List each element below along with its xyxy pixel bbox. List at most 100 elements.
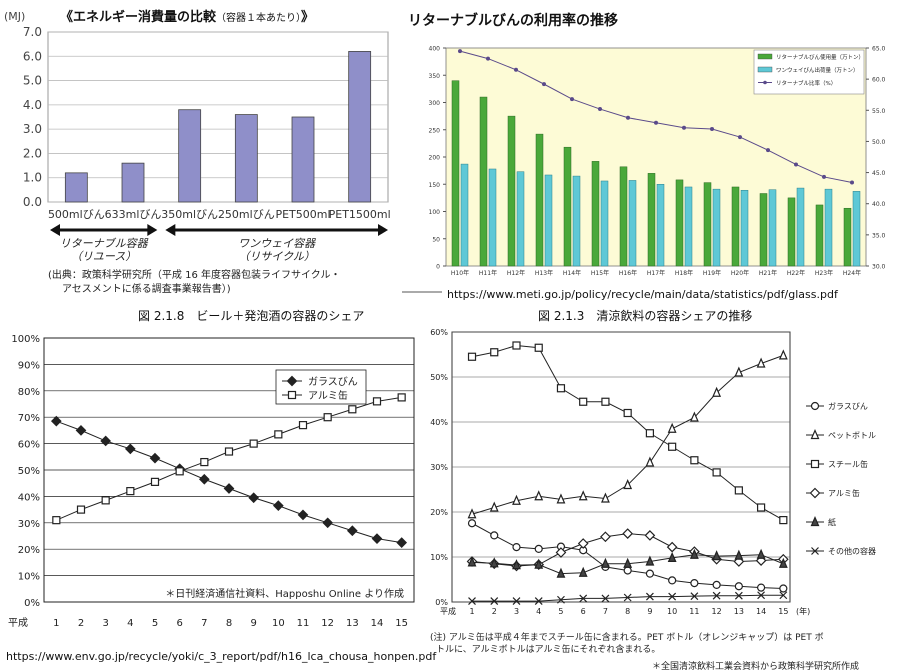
beer-series-point (346, 525, 358, 537)
oneway-shipment-bar (768, 189, 777, 267)
beer-xtick-label: 13 (346, 618, 359, 629)
returnable-ytick-label: 250 (429, 127, 441, 134)
returnable-usage-bar (787, 197, 796, 267)
energy-group-sublabel: （リユース） (71, 250, 136, 263)
beer-ytick-label: 70% (18, 413, 40, 424)
soft-series-point (468, 597, 476, 606)
energy-bar (291, 116, 315, 203)
soft-series-point (779, 584, 788, 593)
soft-series-point (779, 516, 788, 525)
beer-series-point (224, 447, 234, 456)
returnable-y2tick-label: 35.0 (872, 232, 886, 239)
energy-xtick-label: 350mlびん (161, 208, 218, 221)
beer-ytick-label: 0% (24, 598, 40, 609)
energy-title-sub: （容器１本あたり） (216, 13, 302, 24)
returnable-ytick-label: 100 (429, 209, 441, 216)
soft-series-point (512, 494, 521, 505)
returnable-xtick-label: H21年 (759, 269, 777, 277)
oneway-shipment-bar (852, 191, 861, 267)
beer-series-point (249, 439, 258, 448)
beer-source: ＊日刊経済通信社資料、Happoshu Online より作成 (165, 587, 404, 600)
soft-series-point (668, 442, 677, 451)
env-source-url[interactable]: https://www.env.go.jp/recycle/yoki/c_3_r… (6, 650, 437, 663)
soft-series-point (623, 408, 632, 418)
returnable-chart-title: リターナブルびんの利用率の推移 (408, 13, 618, 29)
returnable-usage-bar (479, 96, 488, 267)
oneway-shipment-bar (488, 168, 497, 267)
soft-ytick-label: 0% (435, 598, 448, 607)
returnable-ratio-point (486, 56, 490, 61)
soft-xtick-label: 13 (734, 607, 744, 616)
soft-xtick-label: 12 (712, 607, 722, 616)
soft-series-point (668, 576, 677, 585)
soft-series-point (601, 557, 610, 568)
soft-legend-label: ペットボトル (828, 431, 876, 440)
energy-bar (234, 114, 258, 203)
oneway-shipment-bar (628, 180, 637, 267)
beer-xtick-label: 2 (78, 618, 84, 629)
returnable-usage-bar (619, 166, 628, 267)
energy-chart-title: 《エネルギー消費量の比較（容器１本あたり）》 (60, 6, 314, 25)
energy-title-main: 《エネルギー消費量の比較 (60, 10, 217, 25)
returnable-y2tick-label: 50.0 (872, 139, 886, 146)
beer-series-point (50, 415, 62, 427)
soft-series-point (734, 366, 744, 377)
soft-ytick-label: 20% (430, 508, 448, 517)
soft-series-point (756, 583, 766, 592)
soft-series-point (689, 548, 699, 559)
beer-ytick-label: 30% (18, 519, 40, 530)
beer-series-point (322, 517, 334, 529)
returnable-xtick-label: H13年 (535, 269, 553, 277)
returnable-xtick-label: H23年 (815, 269, 833, 277)
soft-ytick-label: 10% (430, 553, 448, 562)
beer-xtick-label: 3 (102, 618, 108, 629)
energy-xtick-label: PET500ml (275, 208, 330, 221)
energy-xtick-label: 250mlびん (218, 208, 275, 221)
soft-xtick-label: 11 (689, 607, 699, 616)
soft-legend-marker (810, 516, 820, 527)
beer-series-point (101, 496, 110, 505)
returnable-ytick-label: 50 (432, 236, 440, 243)
returnable-xtick-label: H15年 (591, 269, 609, 277)
beer-series-point (100, 435, 112, 447)
returnable-ratio-point (850, 180, 854, 185)
soft-drink-note-2: トルに、アルミボトルはアルミ缶にそれぞれ含まれる。 (436, 645, 661, 655)
returnable-ytick-label: 150 (429, 182, 441, 189)
returnable-usage-bar (703, 182, 712, 267)
meti-source-url[interactable]: https://www.meti.go.jp/policy/recycle/ma… (447, 288, 838, 301)
soft-series-point (579, 397, 588, 406)
soft-series-point (645, 592, 654, 601)
soft-series-point (622, 528, 634, 539)
soft-series-point (779, 591, 788, 600)
soft-series-point (690, 579, 699, 588)
returnable-legend-label: ワンウェイびん出荷量（万トン） (776, 66, 859, 74)
soft-series-point (467, 556, 477, 567)
beer-xtick-label: 1 (53, 618, 59, 629)
beer-series-point (298, 421, 308, 430)
beer-series-point (150, 477, 160, 486)
oneway-shipment-bar (824, 188, 833, 267)
soft-series-point (534, 558, 544, 569)
returnable-legend-label: リターナブル比率（%） (776, 79, 836, 87)
soft-series-point (467, 519, 477, 528)
soft-series-point (623, 557, 633, 568)
soft-series-point (690, 456, 699, 465)
beer-ytick-label: 40% (18, 492, 40, 503)
soft-series-point (555, 547, 567, 558)
beer-series-point (149, 452, 161, 464)
beer-series-point (397, 393, 406, 402)
soft-xtick-label: 14 (756, 607, 766, 616)
beer-series-point (323, 413, 332, 422)
soft-series-point (577, 538, 589, 549)
soft-drink-source: ＊全国清涼飲料工業会資料から政策科学研究所作成 (652, 662, 860, 672)
soft-legend-marker (810, 429, 820, 440)
soft-series-point (690, 592, 699, 601)
returnable-y2tick-label: 40.0 (872, 201, 886, 208)
soft-xtick-label: 7 (603, 607, 608, 616)
beer-ytick-label: 90% (18, 360, 40, 371)
soft-drink-figure-caption: 図 2.1.3 清涼飲料の容器シェアの推移 (538, 309, 753, 323)
soft-series-point (712, 591, 721, 600)
soft-series-point (712, 386, 722, 397)
soft-series-point (534, 544, 543, 553)
beer-xtick-label: 14 (371, 618, 384, 629)
